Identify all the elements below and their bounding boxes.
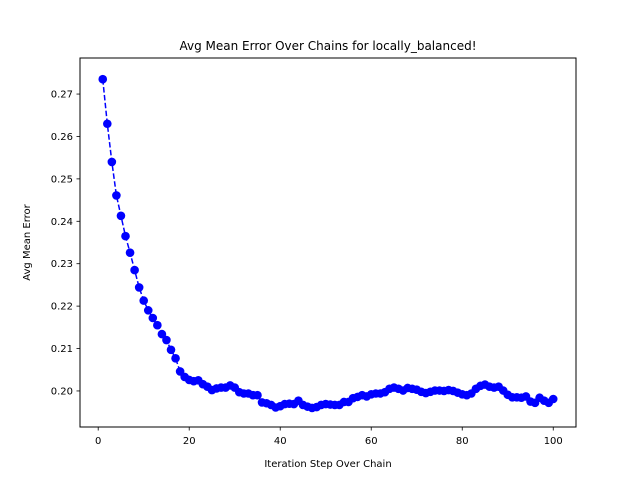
y-tick-label: 0.27 — [51, 90, 73, 101]
data-point — [253, 390, 262, 400]
y-tick-label: 0.20 — [51, 386, 73, 397]
x-axis-ticks: 0 20 40 60 80 100 — [95, 427, 563, 447]
x-tick-label: 40 — [274, 436, 287, 447]
x-tick-label: 60 — [365, 436, 378, 447]
data-point — [162, 335, 171, 345]
data-point — [548, 394, 558, 404]
y-tick-label: 0.22 — [51, 302, 73, 313]
x-tick-label: 0 — [95, 436, 101, 447]
y-tick-label: 0.21 — [51, 344, 73, 355]
data-point — [139, 296, 149, 305]
y-axis-title: Avg Mean Error — [22, 203, 33, 280]
data-point — [125, 248, 135, 257]
chart-title: Avg Mean Error Over Chains for locally_b… — [179, 39, 476, 53]
y-tick-label: 0.26 — [51, 132, 73, 143]
data-point — [121, 231, 130, 241]
data-point — [148, 313, 158, 323]
data-point — [116, 211, 126, 221]
y-tick-label: 0.23 — [51, 259, 73, 270]
data-point — [153, 320, 162, 330]
x-tick-label: 100 — [544, 436, 563, 447]
y-tick-label: 0.24 — [51, 217, 73, 228]
data-point — [103, 119, 112, 129]
data-point — [112, 191, 121, 200]
x-tick-label: 80 — [456, 436, 469, 447]
y-axis-ticks: 0.20 0.21 0.22 0.23 0.24 0.25 0.26 0.27 — [51, 90, 80, 397]
x-tick-label: 20 — [183, 436, 196, 447]
series-layer — [98, 74, 558, 413]
plot-frame — [79, 57, 577, 428]
data-point — [98, 74, 108, 84]
y-tick-label: 0.25 — [51, 174, 73, 185]
data-point — [143, 306, 153, 315]
x-axis-title: Iteration Step Over Chain — [264, 459, 391, 470]
data-point — [157, 329, 167, 339]
data-point — [107, 157, 117, 167]
data-point — [166, 345, 176, 355]
plot-area — [80, 58, 576, 427]
data-point — [130, 265, 139, 275]
data-point — [134, 283, 144, 292]
data-point — [171, 353, 180, 363]
